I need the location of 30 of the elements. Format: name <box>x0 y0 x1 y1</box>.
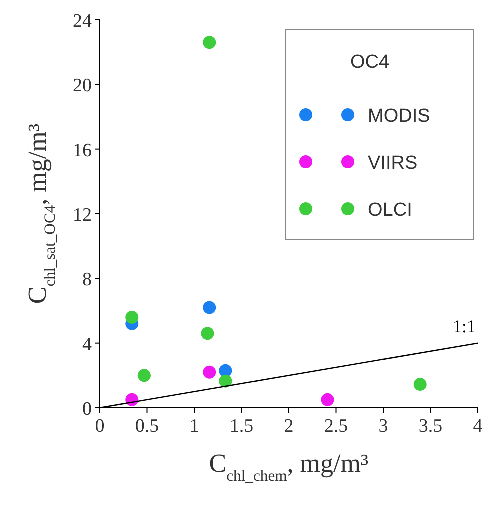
point <box>138 369 151 382</box>
legend-label: VIIRS <box>368 153 418 174</box>
y-tick-label: 12 <box>73 205 92 226</box>
x-tick-label: 0.5 <box>135 416 160 437</box>
x-tick-label: 4 <box>473 416 484 437</box>
point <box>203 36 216 50</box>
legend-label: MODIS <box>368 106 430 127</box>
y-tick-label: 16 <box>73 140 92 162</box>
legend-title: OC4 <box>350 52 390 73</box>
y-tick-label: 0 <box>82 399 92 420</box>
point <box>126 310 139 324</box>
point <box>219 374 232 388</box>
y-tick-label: 4 <box>82 334 92 356</box>
x-tick-label: 2 <box>284 416 294 437</box>
annotation: 1:1 <box>452 316 476 336</box>
point <box>414 378 427 392</box>
x-tick-label: 3 <box>378 416 388 437</box>
x-axis-title: C$_{chl_chem}$, mg/m³ <box>209 449 369 484</box>
point <box>203 366 216 379</box>
x-tick-label: 2.5 <box>324 416 348 437</box>
x-tick-label: 3.5 <box>418 416 443 437</box>
x-tick-label: 1 <box>190 416 200 437</box>
y-tick-label: 8 <box>82 270 92 291</box>
x-tick-label: 1.5 <box>230 416 254 437</box>
y-tick-label: 24 <box>73 11 92 32</box>
point <box>321 393 334 406</box>
y-tick-label: 20 <box>73 76 92 97</box>
point <box>201 327 214 340</box>
point <box>203 301 216 314</box>
legend-label: OLCI <box>368 200 412 221</box>
